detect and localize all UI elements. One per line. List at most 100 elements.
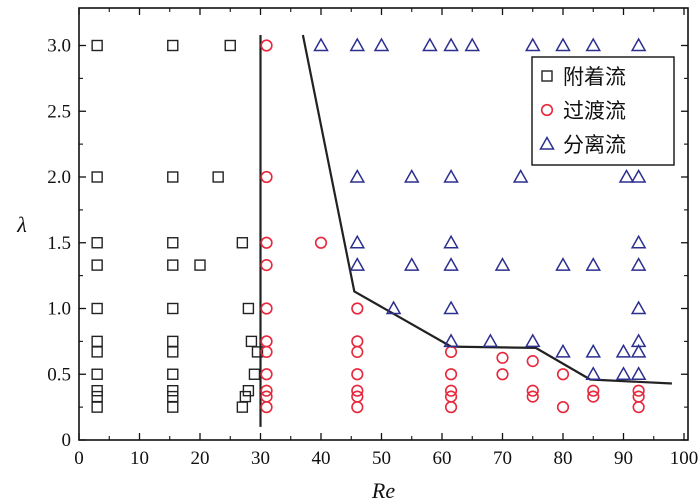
x-tick-label: 90 [614,448,633,469]
triangle-point [630,257,647,271]
square-point [91,302,103,315]
square-point [167,384,179,397]
legend-circle-marker [540,103,554,117]
triangle-point [313,37,329,52]
x-tick-label: 100 [670,448,699,469]
x-tick-label: 60 [433,448,452,469]
triangle-point [585,37,602,52]
series-square [91,39,264,413]
square-point [167,237,179,249]
triangle-point [615,343,632,358]
legend-label: 分离流 [563,133,626,157]
circle-point [444,384,458,397]
triangle-point [524,37,541,52]
legend-square-marker [541,70,553,82]
triangle-point [585,366,602,380]
circle-point [260,345,273,358]
square-point [167,302,179,315]
data-points [91,37,647,414]
axes: 0 10 20 30 40 50 60 70 80 90 100 0 0.5 1.0 1.5 2.0 2.5 3.… [16,7,699,503]
x-tick-label: 40 [312,448,331,469]
square-point [242,384,255,397]
square-point [251,346,264,358]
triangle-point [385,300,402,315]
y-tick-label: 1.5 [47,233,71,254]
triangle-point [373,37,390,52]
triangle-point [422,37,438,52]
square-point [167,346,179,358]
square-point [212,171,224,183]
triangle-point [443,234,459,249]
circle-point [444,401,458,414]
circle-point [496,368,509,381]
square-point [167,401,179,413]
triangle-point [494,257,511,271]
triangle-point [555,257,571,271]
x-axis-label: Re [371,478,395,503]
circle-point [260,401,273,414]
triangle-point [403,168,420,183]
x-tick-label: 80 [554,448,573,469]
circle-point [526,384,539,397]
triangle-point [464,37,481,52]
triangle-point [349,37,366,52]
circle-point [260,302,273,315]
square-point [236,237,249,249]
triangle-point [482,333,499,348]
triangle-point [443,257,459,271]
circle-point [260,259,273,272]
square-point [167,39,179,52]
square-point [242,302,255,315]
x-tick-label: 10 [130,448,149,469]
triangle-point [349,168,366,183]
circle-point [444,345,458,358]
circle-point [587,384,600,397]
circle-point [444,368,458,381]
triangle-point [349,234,366,249]
square-point [91,171,103,183]
y-tick-label: 1.0 [47,299,71,320]
plot-frame [78,7,689,441]
x-tick-label: 50 [372,448,391,469]
square-point [91,401,103,413]
y-tick-label: 0 [62,430,72,451]
triangle-point [630,234,647,249]
triangle-point [443,300,459,315]
triangle-point [555,343,571,358]
circle-point [260,170,273,184]
circle-point [260,335,273,348]
square-point [91,335,103,348]
square-point [245,335,258,348]
boundary-lines [259,34,672,427]
triangle-point [618,168,635,183]
square-point [167,390,179,403]
triangle-point [443,168,459,183]
x-tick-label: 70 [493,448,512,469]
square-point [91,384,103,397]
y-tick-label: 3.0 [47,36,71,57]
triangle-point [630,168,647,183]
square-point [91,259,103,271]
square-point [167,171,179,183]
circle-point [632,401,645,414]
circle-point [351,345,364,358]
circle-point [351,384,364,397]
circle-point [526,355,539,368]
triangle-point [585,343,602,358]
y-tick-label: 0.5 [47,364,71,385]
circle-point [351,302,364,315]
series-circle [260,39,645,414]
legend-box [531,56,675,166]
triangle-point [630,37,647,52]
square-point [91,237,103,249]
circle-point [260,236,273,249]
circle-point [587,390,600,403]
circle-point [260,368,273,381]
triangle-point [512,168,529,183]
curve-boundary [301,34,672,385]
circle-point [556,401,570,414]
x-tick-label: 30 [251,448,270,469]
circle-point [351,335,364,348]
